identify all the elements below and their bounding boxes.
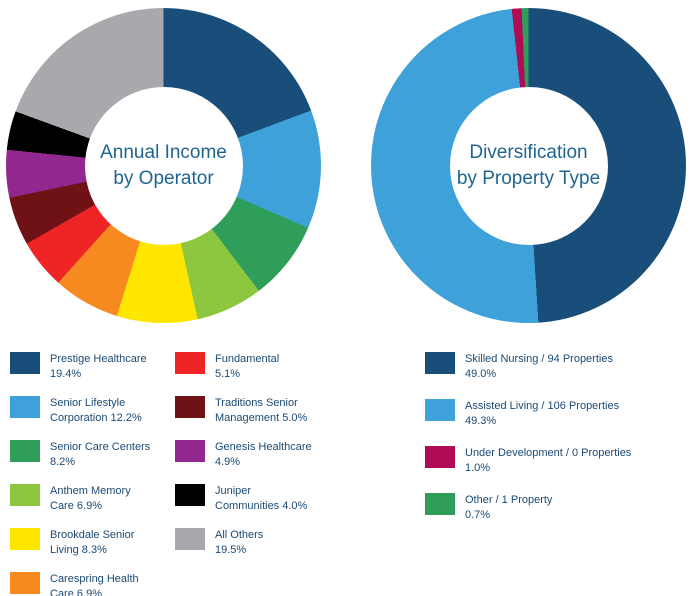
- legend-swatch: [425, 399, 455, 422]
- annual-income-donut-hole: Annual Income by Operator: [84, 86, 243, 245]
- operator-legend-column-1: Prestige Healthcare 19.4% Senior Lifestyle…: [10, 352, 150, 596]
- legend-label: Genesis Healthcare 4.9%: [215, 441, 312, 468]
- legend-label: Senior Care Centers 8.2%: [50, 441, 151, 468]
- property-type-chart-title: Diversification by Property Type: [456, 142, 601, 189]
- legend-label: Anthem Memory Care 6.9%: [50, 485, 131, 512]
- legend-swatch: [425, 446, 455, 469]
- legend-label: Brookdale Senior Living 8.3%: [50, 529, 135, 556]
- legend-swatch: [10, 352, 40, 374]
- legend-swatch: [425, 352, 455, 374]
- legend-label: Fundamental 5.1%: [215, 353, 280, 380]
- legend-item: Assisted Living / 106 Properties 49.3%: [425, 399, 631, 428]
- legend-label: Skilled Nursing / 94 Properties 49.0%: [465, 353, 613, 380]
- legend-label: Assisted Living / 106 Properties 49.3%: [465, 400, 620, 427]
- legend-label: Carespring Health Care 6.9%: [50, 573, 139, 596]
- legend-label: Traditions Senior Management 5.0%: [215, 397, 308, 424]
- legend-item: Fundamental 5.1%: [175, 352, 312, 381]
- diversification-by-property-type-chart: Diversification by Property Type: [371, 8, 686, 323]
- property-type-legend-column: Skilled Nursing / 94 Properties 49.0% Assi…: [425, 352, 631, 540]
- legend-swatch: [175, 440, 205, 463]
- legend-swatch: [10, 572, 40, 595]
- legend-swatch: [10, 440, 40, 463]
- legend-swatch: [175, 352, 205, 374]
- legend-label: Juniper Communities 4.0%: [215, 485, 308, 512]
- legend-label: Senior Lifestyle Corporation 12.2%: [50, 397, 142, 424]
- legend-item: Carespring Health Care 6.9%: [10, 572, 150, 596]
- annual-income-chart-title: Annual Income by Operator: [100, 142, 227, 189]
- legend-item: Juniper Communities 4.0%: [175, 484, 312, 513]
- legend-swatch: [175, 484, 205, 507]
- legend-label: Under Development / 0 Properties 1.0%: [465, 447, 632, 474]
- legend-swatch: [10, 484, 40, 507]
- annual-income-by-operator-chart: Annual Income by Operator: [6, 8, 321, 323]
- legend-item: Under Development / 0 Properties 1.0%: [425, 446, 631, 475]
- legend-item: All Others 19.5%: [175, 528, 312, 557]
- legend-item: Anthem Memory Care 6.9%: [10, 484, 150, 513]
- legend-label: Other / 1 Property 0.7%: [465, 494, 553, 521]
- legend-swatch: [10, 396, 40, 419]
- property-type-donut-hole: Diversification by Property Type: [449, 86, 608, 245]
- legend-swatch: [175, 528, 205, 551]
- legend-item: Senior Lifestyle Corporation 12.2%: [10, 396, 150, 425]
- legend-item: Traditions Senior Management 5.0%: [175, 396, 312, 425]
- legend-item: Senior Care Centers 8.2%: [10, 440, 150, 469]
- legend-item: Prestige Healthcare 19.4%: [10, 352, 150, 381]
- legend-item: Other / 1 Property 0.7%: [425, 493, 631, 522]
- legend-swatch: [175, 396, 205, 419]
- legend-item: Brookdale Senior Living 8.3%: [10, 528, 150, 557]
- legend-item: Genesis Healthcare 4.9%: [175, 440, 312, 469]
- operator-legend-column-2: Fundamental 5.1% Traditions Senior Manageme…: [175, 352, 312, 572]
- legend-swatch: [425, 493, 455, 516]
- legend-label: Prestige Healthcare 19.4%: [50, 353, 147, 380]
- legend-swatch: [10, 528, 40, 551]
- legend-item: Skilled Nursing / 94 Properties 49.0%: [425, 352, 631, 381]
- legend-label: All Others 19.5%: [215, 529, 264, 556]
